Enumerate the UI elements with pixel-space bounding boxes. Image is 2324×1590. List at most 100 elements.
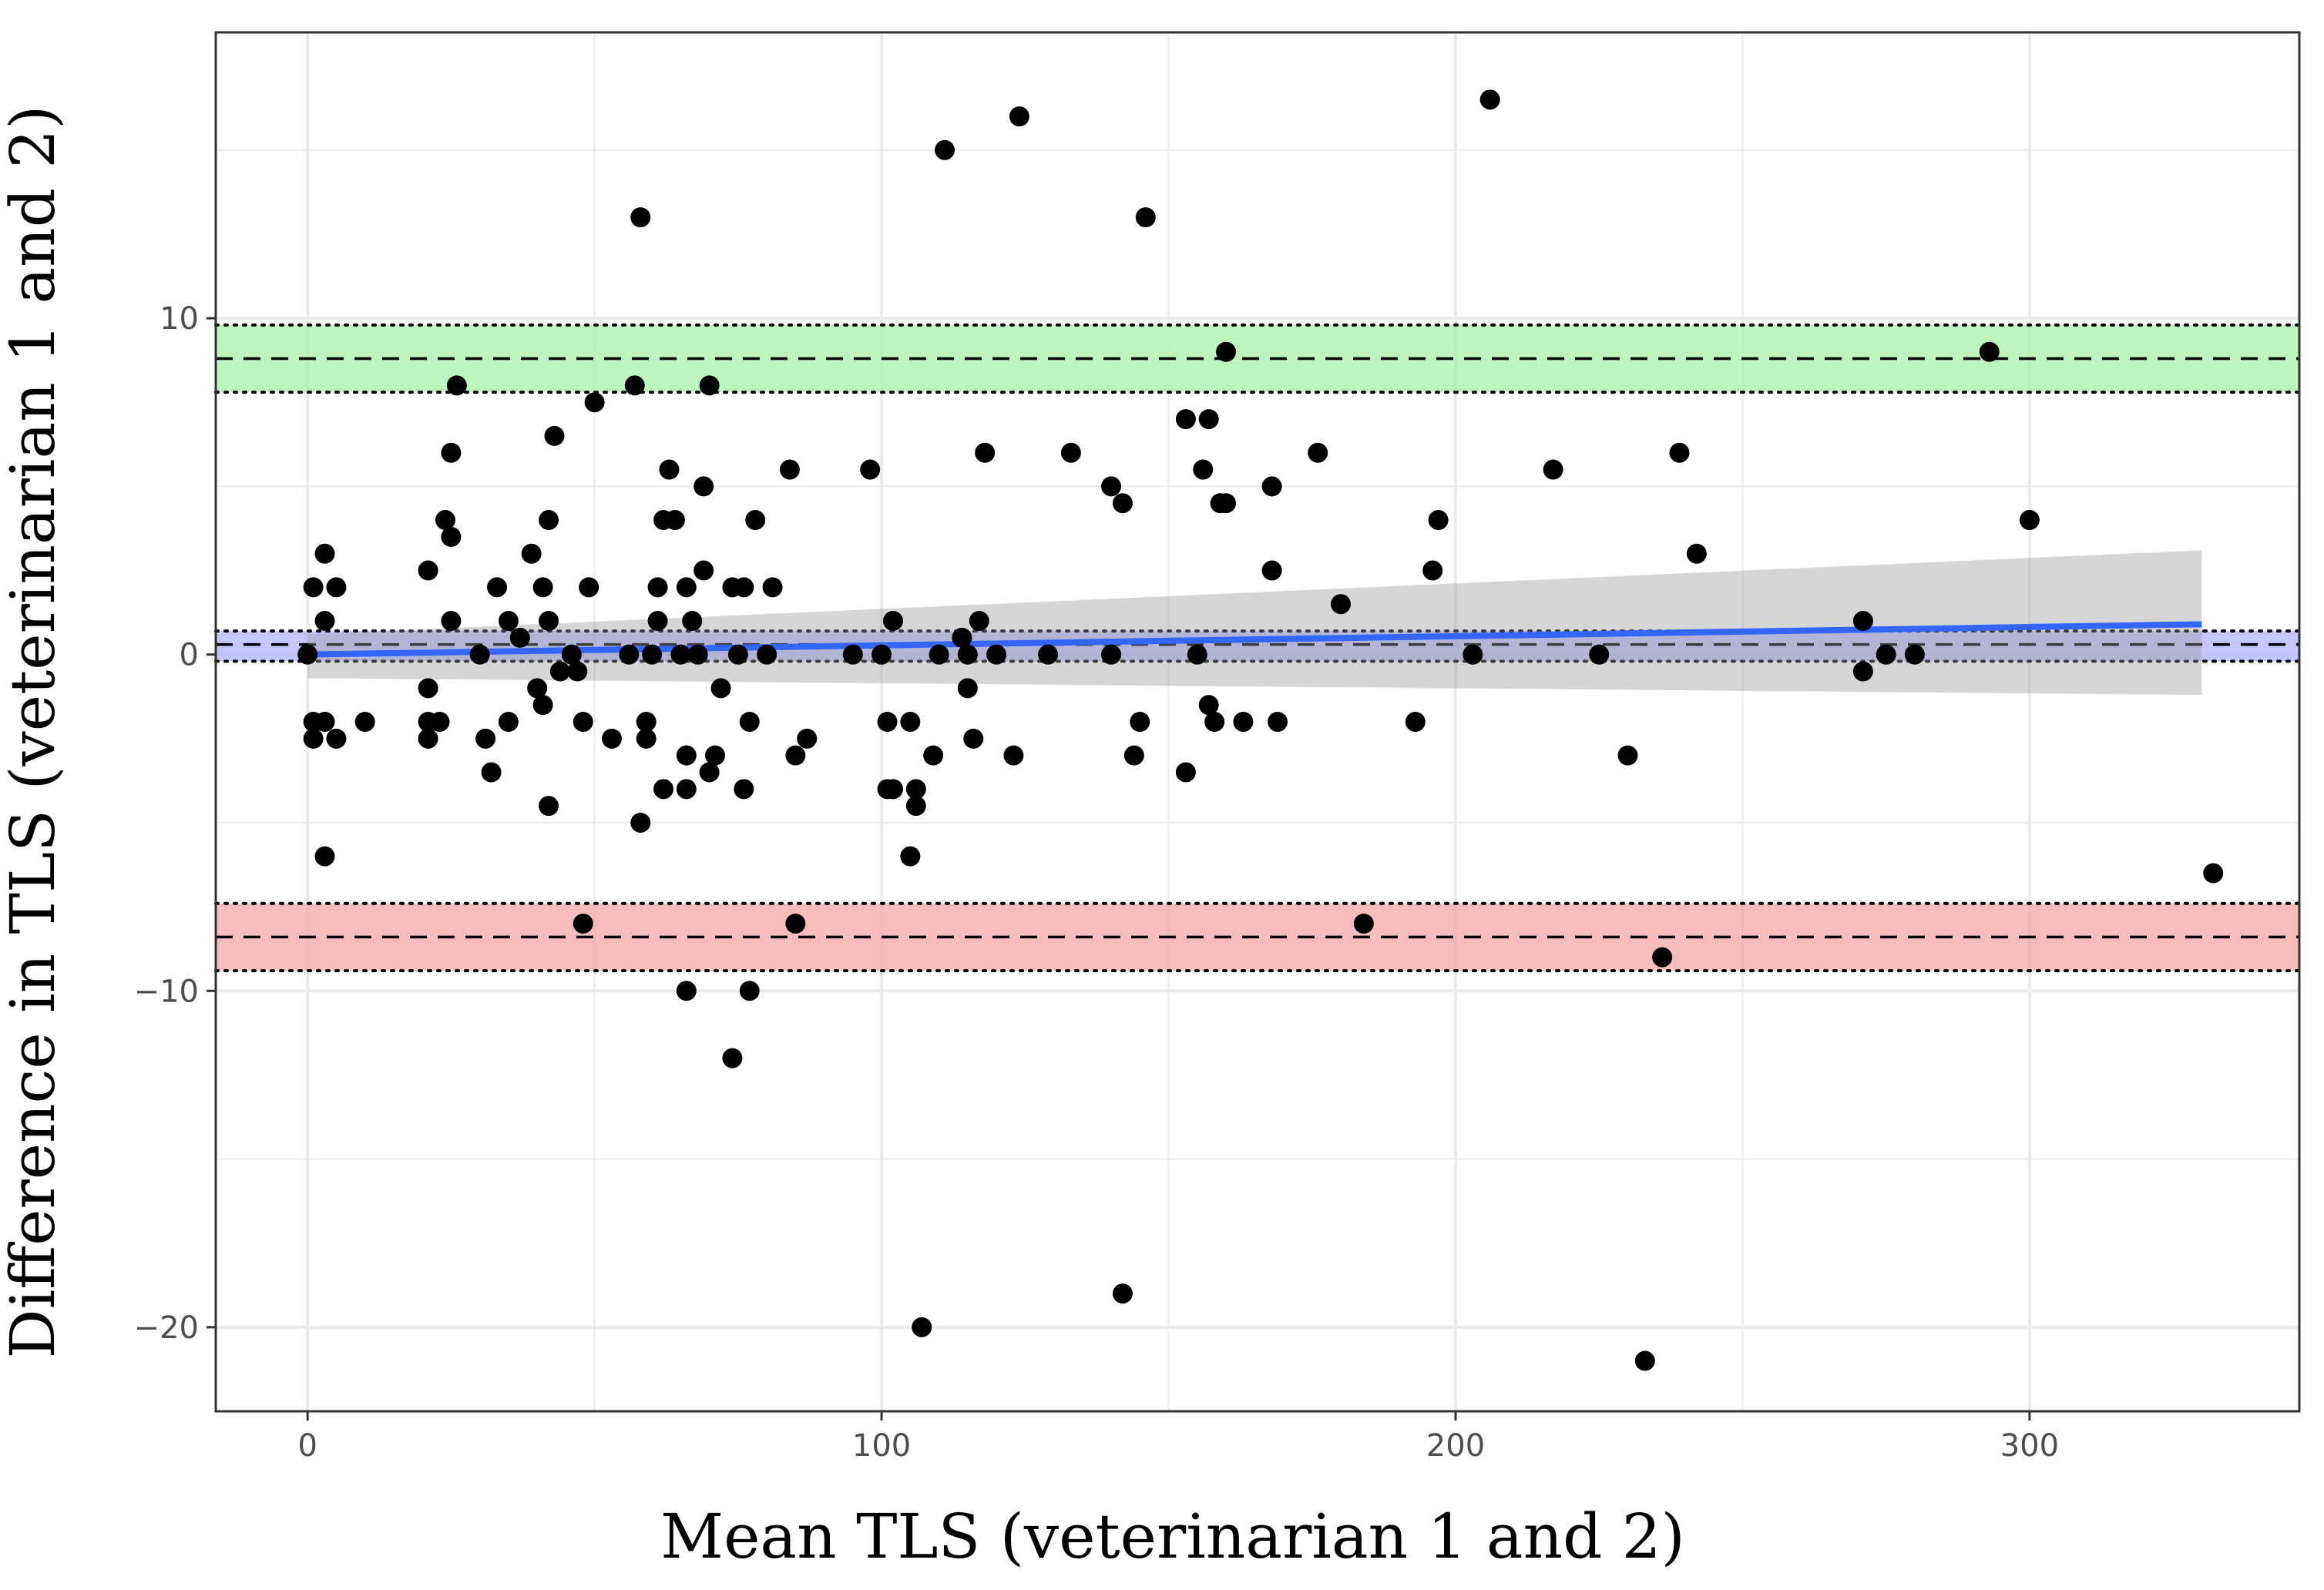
data-point: [734, 779, 754, 800]
data-point: [314, 543, 335, 564]
data-point: [2203, 863, 2224, 884]
data-point: [659, 459, 680, 480]
data-point: [532, 695, 553, 716]
data-point: [326, 728, 347, 749]
data-point: [762, 577, 783, 598]
data-point: [785, 913, 806, 934]
data-point: [1175, 762, 1196, 783]
data-point: [584, 392, 605, 413]
data-point: [1543, 459, 1563, 480]
panel-border: [214, 31, 2301, 1413]
data-point: [1038, 644, 1059, 665]
axis-ticks: 0 100 200 300 −20 −10 0 10: [134, 301, 2059, 1464]
data-point: [929, 644, 949, 665]
data-point: [314, 712, 335, 732]
data-point: [630, 812, 651, 833]
data-point: [653, 779, 674, 800]
data-point: [722, 1048, 743, 1068]
data-point: [544, 425, 565, 446]
data-point: [354, 712, 375, 732]
data-point: [1233, 712, 1254, 732]
data-point: [573, 712, 593, 732]
data-point: [1589, 644, 1610, 665]
data-point: [1405, 712, 1426, 732]
data-point: [882, 779, 903, 800]
x-tick-label: 0: [297, 1428, 317, 1464]
data-point: [1193, 459, 1214, 480]
data-point: [446, 375, 467, 396]
data-point: [1187, 644, 1207, 665]
data-point: [710, 678, 731, 699]
data-point: [303, 577, 324, 598]
data-point: [1876, 644, 1896, 665]
data-point: [694, 560, 714, 581]
data-point: [549, 661, 570, 682]
data-point: [727, 644, 748, 665]
data-point: [1135, 207, 1156, 228]
data-point: [900, 712, 921, 732]
data-point: [1198, 409, 1219, 430]
data-point: [905, 779, 926, 800]
data-point: [676, 577, 697, 598]
data-point: [912, 1317, 932, 1337]
data-point: [539, 796, 559, 817]
data-point: [1175, 409, 1196, 430]
data-point: [1669, 442, 1690, 463]
data-point: [441, 611, 462, 632]
data-point: [676, 745, 697, 766]
data-point: [952, 627, 972, 648]
data-point: [739, 981, 760, 1001]
data-point: [1261, 476, 1282, 497]
data-point: [619, 644, 640, 665]
data-point: [1123, 745, 1144, 766]
data-point: [624, 375, 645, 396]
data-point: [785, 745, 806, 766]
data-point: [935, 139, 955, 160]
data-point: [1112, 1283, 1133, 1304]
data-point: [1479, 89, 1500, 110]
data-point: [326, 577, 347, 598]
data-point: [1060, 442, 1081, 463]
data-point: [1353, 913, 1374, 934]
data-point: [475, 728, 496, 749]
data-point: [676, 779, 697, 800]
data-point: [694, 476, 714, 497]
data-point: [1003, 745, 1024, 766]
data-point: [314, 846, 335, 867]
data-point: [664, 510, 685, 531]
data-point: [739, 712, 760, 732]
data-point: [573, 913, 593, 934]
data-point: [882, 611, 903, 632]
data-point: [1112, 493, 1133, 514]
data-point: [699, 375, 720, 396]
data-point: [1331, 594, 1352, 615]
data-point: [687, 644, 708, 665]
data-point: [969, 611, 989, 632]
data-point: [418, 678, 438, 699]
data-point: [923, 745, 944, 766]
data-point: [757, 644, 777, 665]
data-point: [699, 762, 720, 783]
data-point: [636, 712, 657, 732]
data-point: [1852, 611, 1873, 632]
data-point: [842, 644, 863, 665]
data-point: [957, 678, 978, 699]
limit-bands: [214, 323, 2301, 973]
data-point: [900, 846, 921, 867]
data-point: [1261, 560, 1282, 581]
data-point: [957, 644, 978, 665]
data-point: [647, 611, 668, 632]
data-point: [670, 644, 691, 665]
panel-frame: [214, 31, 2301, 1413]
data-point: [1130, 712, 1150, 732]
data-point: [642, 644, 663, 665]
data-point: [429, 712, 450, 732]
data-point: [705, 745, 726, 766]
data-point: [877, 712, 898, 732]
data-point: [779, 459, 800, 480]
x-tick-label: 300: [2000, 1428, 2059, 1464]
data-point: [860, 459, 881, 480]
data-point: [469, 644, 490, 665]
data-point: [963, 728, 984, 749]
